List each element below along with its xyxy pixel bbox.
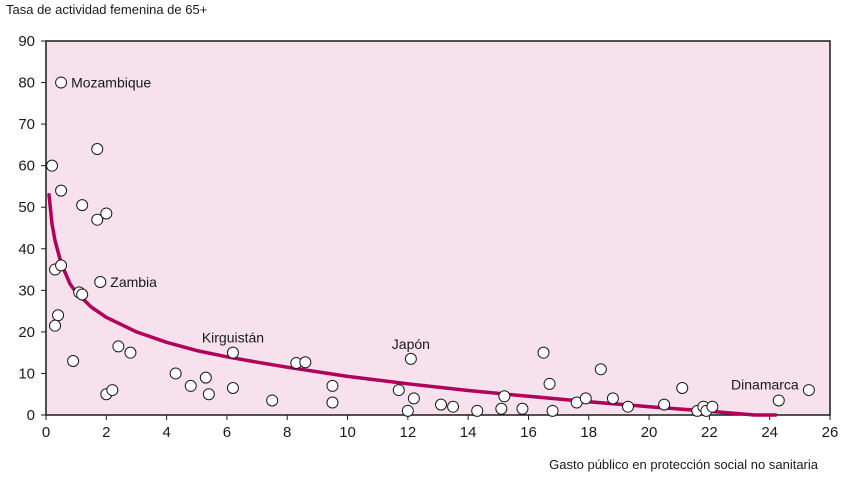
y-tick-label: 50: [18, 199, 35, 216]
x-tick-label: 26: [822, 424, 839, 441]
data-point: [199, 371, 212, 384]
y-tick-label: 30: [18, 282, 35, 299]
data-point: [46, 159, 59, 172]
data-point: [447, 400, 460, 413]
data-point: [404, 352, 417, 365]
data-point: [435, 398, 448, 411]
data-point: [606, 392, 619, 405]
data-point: [76, 288, 89, 301]
point-label: Dinamarca: [731, 376, 799, 392]
y-tick-label: 0: [27, 407, 35, 424]
data-point: [471, 404, 484, 417]
data-point: [495, 402, 508, 415]
data-point: [94, 276, 107, 289]
data-point: [802, 384, 815, 397]
data-point: [52, 309, 65, 322]
x-tick-label: 10: [339, 424, 356, 441]
data-point: [546, 404, 559, 417]
data-point: [543, 377, 556, 390]
point-label: Zambia: [110, 274, 157, 290]
data-point: [124, 346, 137, 359]
data-point: [112, 340, 125, 353]
y-tick-label: 60: [18, 158, 35, 175]
data-point: [772, 394, 785, 407]
data-point: [55, 76, 68, 89]
y-tick-label: 40: [18, 241, 35, 258]
x-tick-label: 20: [641, 424, 658, 441]
data-point: [392, 384, 405, 397]
data-point: [594, 363, 607, 376]
data-point: [658, 398, 671, 411]
data-point: [55, 259, 68, 272]
x-tick-label: 14: [460, 424, 477, 441]
data-point: [579, 392, 592, 405]
point-label: Japón: [392, 336, 430, 352]
data-point: [76, 199, 89, 212]
y-axis-title: Tasa de actividad femenina de 65+: [6, 2, 207, 17]
data-point: [401, 404, 414, 417]
x-tick-label: 22: [701, 424, 718, 441]
data-point: [226, 381, 239, 394]
data-point: [91, 143, 104, 156]
x-tick-label: 8: [283, 424, 291, 441]
y-tick-label: 10: [18, 365, 35, 382]
data-point: [100, 207, 113, 220]
data-point: [49, 319, 62, 332]
x-tick-label: 18: [580, 424, 597, 441]
plot-area: [45, 40, 831, 416]
y-tick-label: 20: [18, 324, 35, 341]
trendline-layer: [47, 193, 778, 417]
data-point: [299, 356, 312, 369]
x-tick-label: 6: [223, 424, 231, 441]
data-point: [91, 213, 104, 226]
data-point: [326, 396, 339, 409]
x-tick-label: 2: [102, 424, 110, 441]
data-point: [67, 354, 80, 367]
data-point: [537, 346, 550, 359]
y-tick-label: 70: [18, 116, 35, 133]
x-tick-label: 16: [520, 424, 537, 441]
data-point: [676, 381, 689, 394]
data-point: [55, 184, 68, 197]
data-point: [202, 388, 215, 401]
data-point: [407, 392, 420, 405]
y-tick-label: 90: [18, 33, 35, 50]
point-label: Mozambique: [71, 75, 151, 91]
data-point: [498, 390, 511, 403]
data-point: [169, 367, 182, 380]
data-point: [706, 400, 719, 413]
x-axis-title: Gasto público en protección social no sa…: [549, 457, 819, 472]
data-point: [516, 402, 529, 415]
data-point: [326, 379, 339, 392]
x-tick-label: 12: [400, 424, 417, 441]
data-point: [106, 384, 119, 397]
axis-ticks: 0 2 4 6 8 10 12 14 16 18 20 22 24 2601020304050607080…: [18, 33, 838, 441]
data-point: [184, 379, 197, 392]
data-point: [621, 400, 634, 413]
data-points: [46, 76, 815, 417]
point-annotations: Mozambique Zambia Kirguistán Japón Dinamarca: [71, 75, 799, 393]
data-point: [266, 394, 279, 407]
data-point: [226, 346, 239, 359]
x-tick-label: 4: [162, 424, 170, 441]
x-tick-label: 0: [42, 424, 50, 441]
trend-line: [47, 193, 778, 417]
x-tick-label: 24: [761, 424, 778, 441]
point-label: Kirguistán: [202, 330, 264, 346]
y-tick-label: 80: [18, 75, 35, 92]
